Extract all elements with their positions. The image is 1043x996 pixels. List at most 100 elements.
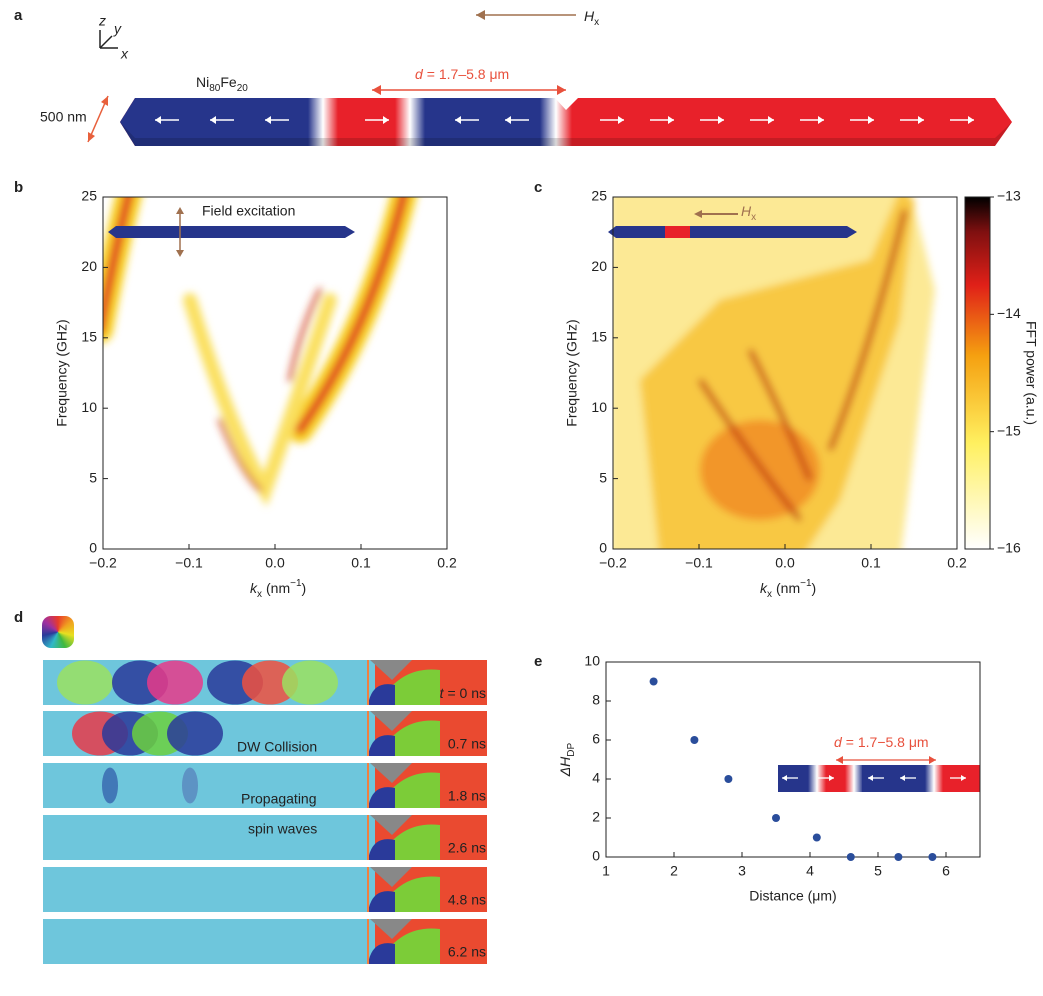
- inset-label-part: H: [741, 203, 752, 219]
- x-axis-label-part: −1: [290, 578, 302, 589]
- texture: [368, 943, 395, 964]
- y-tick-label: 6: [592, 731, 600, 747]
- texture: [368, 735, 395, 756]
- texture: [370, 763, 412, 783]
- x-tick-label: 6: [942, 863, 950, 879]
- d-label-part: d: [415, 66, 424, 82]
- y-tick-label: 0: [89, 540, 97, 556]
- texture: [167, 711, 223, 756]
- y-axis-label: Frequency (GHz): [564, 319, 580, 426]
- axis-letter: y: [113, 21, 122, 37]
- moment-arrowhead: [668, 116, 674, 124]
- inset-domain: [665, 226, 690, 238]
- time-label: 0.7 ns: [448, 736, 486, 752]
- domain-wall: [845, 765, 863, 792]
- field-arrowhead: [476, 10, 485, 20]
- x-tick-label: 1: [602, 863, 610, 879]
- texture: [370, 919, 412, 939]
- texture: [368, 684, 395, 705]
- panel-label: a: [14, 7, 23, 24]
- inset-wire: [108, 226, 355, 238]
- wire-shade: [120, 122, 1012, 146]
- moment-arrowhead: [718, 116, 724, 124]
- texture: [370, 660, 412, 680]
- texture: [370, 867, 412, 887]
- field-label-part: H: [584, 8, 595, 24]
- texture: [370, 815, 412, 835]
- texture: [182, 767, 198, 804]
- inset-label-part: d: [834, 734, 843, 750]
- inset-label-part: x: [751, 212, 756, 223]
- time-label: 6.2 ns: [448, 944, 486, 960]
- point: [690, 736, 699, 744]
- moment-arrowhead: [210, 116, 216, 124]
- y-tick-label: 0: [592, 848, 600, 864]
- y-tick-label: 20: [591, 258, 607, 274]
- texture: [242, 660, 298, 705]
- inset-b: [108, 207, 355, 257]
- panel-label: e: [534, 653, 542, 670]
- point: [846, 853, 855, 861]
- colorbar-tick-label: −13: [997, 188, 1021, 204]
- colorbar-tick-label: −16: [997, 540, 1021, 556]
- texture: [282, 660, 338, 705]
- annotation: spin waves: [248, 821, 317, 837]
- texture: [368, 891, 395, 912]
- point: [812, 833, 821, 842]
- panel-a: [87, 10, 1012, 146]
- x-axis-label-part: x: [257, 589, 262, 600]
- colorbar-label: FFT power (a.u.): [1023, 321, 1039, 425]
- inset-label: Field excitation: [202, 203, 295, 219]
- texture: [102, 767, 118, 804]
- x-tick-label: 3: [738, 863, 746, 879]
- texture: [368, 787, 395, 808]
- texture: [368, 839, 395, 860]
- y-tick-label: 10: [591, 399, 607, 415]
- moment-arrowhead: [768, 116, 774, 124]
- material-label-part: 80: [209, 83, 221, 94]
- x-tick-label: 4: [806, 863, 814, 879]
- moment-arrowhead: [155, 116, 161, 124]
- moment-arrowhead: [455, 116, 461, 124]
- x-tick-label: −0.2: [599, 555, 627, 571]
- point: [724, 775, 733, 783]
- x-tick-label: −0.1: [685, 555, 713, 571]
- moment-arrowhead: [918, 116, 924, 124]
- x-axis-label-part: ): [302, 580, 307, 596]
- x-axis-label: kx (nm−1): [250, 578, 306, 600]
- x-tick-label: 0.1: [861, 555, 881, 571]
- x-tick-label: 0.2: [437, 555, 457, 571]
- moment-arrowhead: [265, 116, 271, 124]
- y-tick-label: 5: [89, 469, 97, 485]
- panel-label: d: [14, 609, 23, 626]
- time-var: t: [440, 685, 445, 701]
- y-tick-label: 10: [584, 653, 600, 669]
- axis-letter: x: [120, 46, 129, 62]
- d-label-part: = 1.7–5.8 μm: [427, 66, 509, 82]
- y-tick-label: 0: [599, 540, 607, 556]
- x-tick-label: −0.1: [175, 555, 203, 571]
- x-axis-label-part: x: [767, 589, 772, 600]
- texture: [57, 660, 113, 705]
- time-value: = 0 ns: [447, 685, 486, 701]
- moment-arrowhead: [868, 775, 873, 781]
- moment-arrowhead: [961, 775, 966, 781]
- plot-frame: [605, 661, 981, 858]
- field-label: Hx: [584, 8, 599, 28]
- y-tick-label: 8: [592, 692, 600, 708]
- x-tick-label: 2: [670, 863, 678, 879]
- heatmap-c: [613, 197, 935, 549]
- material-label-part: Fe: [220, 74, 237, 90]
- x-tick-label: 0.0: [265, 555, 285, 571]
- moment-arrowhead: [968, 116, 974, 124]
- wire-domain: [425, 98, 545, 146]
- inset-c: [608, 210, 857, 238]
- x-axis-label-part: k: [250, 580, 258, 596]
- x-tick-label: −0.2: [89, 555, 117, 571]
- material-label-part: Ni: [196, 74, 209, 90]
- moment-arrowhead: [900, 775, 905, 781]
- moment-arrowhead: [829, 775, 834, 781]
- point: [772, 814, 780, 822]
- field-arrowhead: [694, 210, 702, 218]
